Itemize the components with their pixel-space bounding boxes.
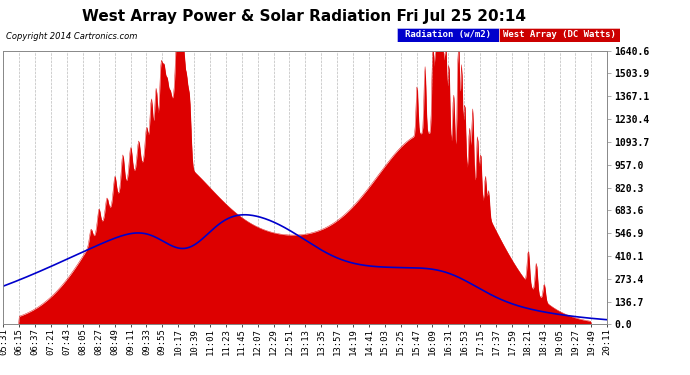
Text: Radiation (w/m2): Radiation (w/m2) <box>405 30 491 39</box>
Text: Copyright 2014 Cartronics.com: Copyright 2014 Cartronics.com <box>6 32 137 41</box>
Text: West Array Power & Solar Radiation Fri Jul 25 20:14: West Array Power & Solar Radiation Fri J… <box>81 9 526 24</box>
Text: West Array (DC Watts): West Array (DC Watts) <box>503 30 615 39</box>
